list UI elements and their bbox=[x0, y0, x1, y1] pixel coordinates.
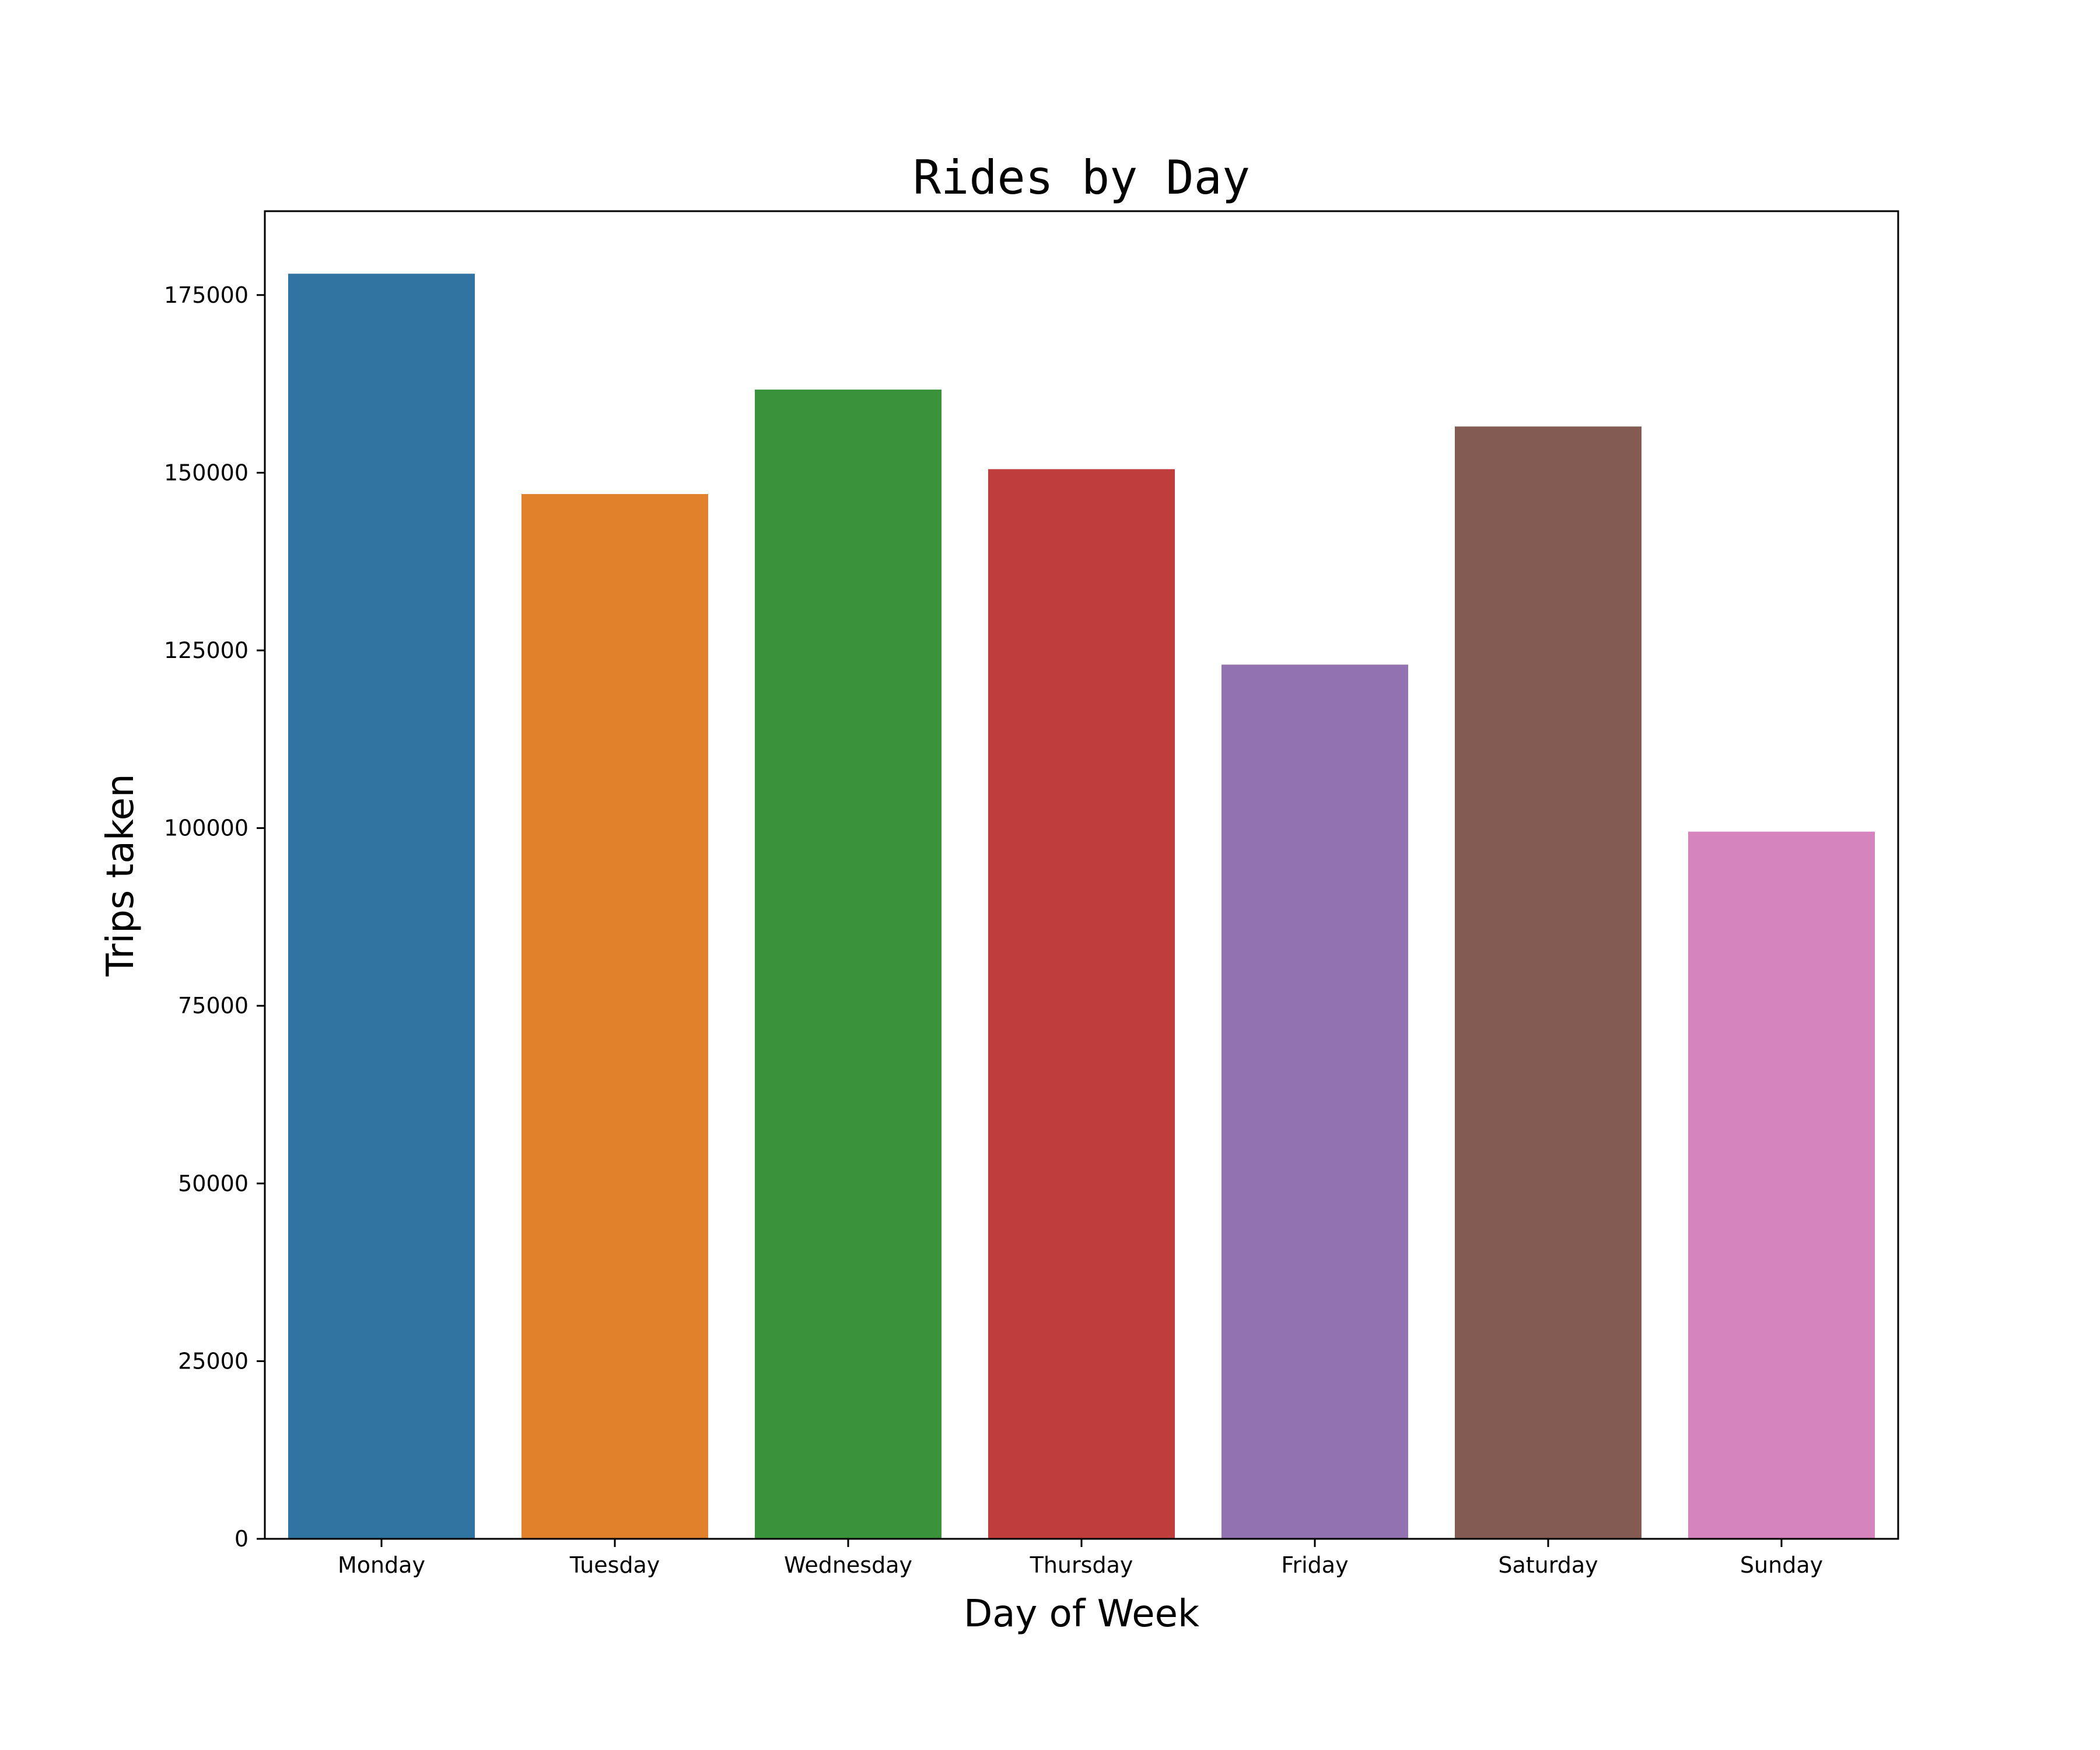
x-tick-label: Saturday bbox=[1498, 1552, 1598, 1578]
y-axis-ticks: 0 25000 50000 75000 100000 125000 150000 175000 bbox=[164, 282, 265, 1552]
plot-frame bbox=[264, 210, 1899, 1540]
y-tick-label: 25000 bbox=[178, 1348, 249, 1374]
y-tick-label: 125000 bbox=[164, 638, 249, 663]
x-tick-label: Monday bbox=[338, 1552, 425, 1578]
bars-layer bbox=[288, 274, 1875, 1539]
x-tick-label: Friday bbox=[1281, 1552, 1348, 1578]
bar-monday bbox=[288, 274, 475, 1539]
y-tick-label: 0 bbox=[235, 1526, 249, 1552]
bar-saturday bbox=[1455, 426, 1642, 1539]
y-axis-label: Trips taken bbox=[99, 774, 142, 977]
x-tick-label: Tuesday bbox=[569, 1552, 660, 1578]
x-axis-ticks: Monday Tuesday Wednesday Thursday Friday Satu… bbox=[338, 1539, 1823, 1578]
bar-thursday bbox=[988, 469, 1175, 1539]
x-tick-label: Wednesday bbox=[784, 1552, 912, 1578]
y-tick-label: 150000 bbox=[164, 460, 249, 485]
y-tick-label: 100000 bbox=[164, 816, 249, 841]
y-tick-label: 75000 bbox=[178, 993, 249, 1019]
y-tick-label: 175000 bbox=[164, 282, 249, 308]
x-tick-label: Sunday bbox=[1740, 1552, 1823, 1578]
chart-title: Rides by Day bbox=[913, 150, 1250, 205]
bar-wednesday bbox=[755, 389, 942, 1539]
x-axis-label: Day of Week bbox=[964, 1592, 1199, 1636]
y-tick-label: 50000 bbox=[178, 1171, 249, 1196]
bar-tuesday bbox=[522, 494, 708, 1539]
bar-friday bbox=[1222, 664, 1408, 1539]
x-tick-label: Thursday bbox=[1030, 1552, 1133, 1578]
bar-sunday bbox=[1688, 831, 1875, 1539]
